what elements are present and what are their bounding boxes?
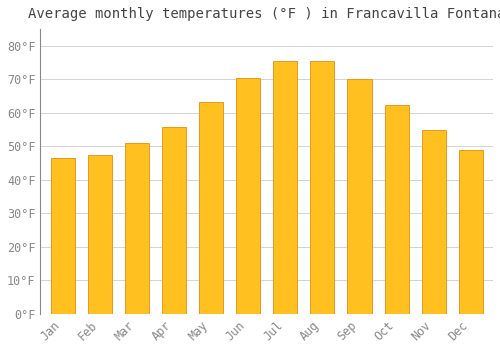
Bar bbox=[236, 78, 260, 314]
Bar bbox=[50, 159, 74, 314]
Bar bbox=[348, 79, 372, 314]
Bar bbox=[422, 130, 446, 314]
Bar bbox=[199, 103, 223, 314]
Bar bbox=[124, 143, 149, 314]
Bar bbox=[273, 61, 297, 314]
Bar bbox=[458, 150, 483, 314]
Bar bbox=[162, 127, 186, 314]
Title: Average monthly temperatures (°F ) in Francavilla Fontana: Average monthly temperatures (°F ) in Fr… bbox=[28, 7, 500, 21]
Bar bbox=[88, 155, 112, 314]
Bar bbox=[310, 61, 334, 314]
Bar bbox=[384, 105, 408, 314]
